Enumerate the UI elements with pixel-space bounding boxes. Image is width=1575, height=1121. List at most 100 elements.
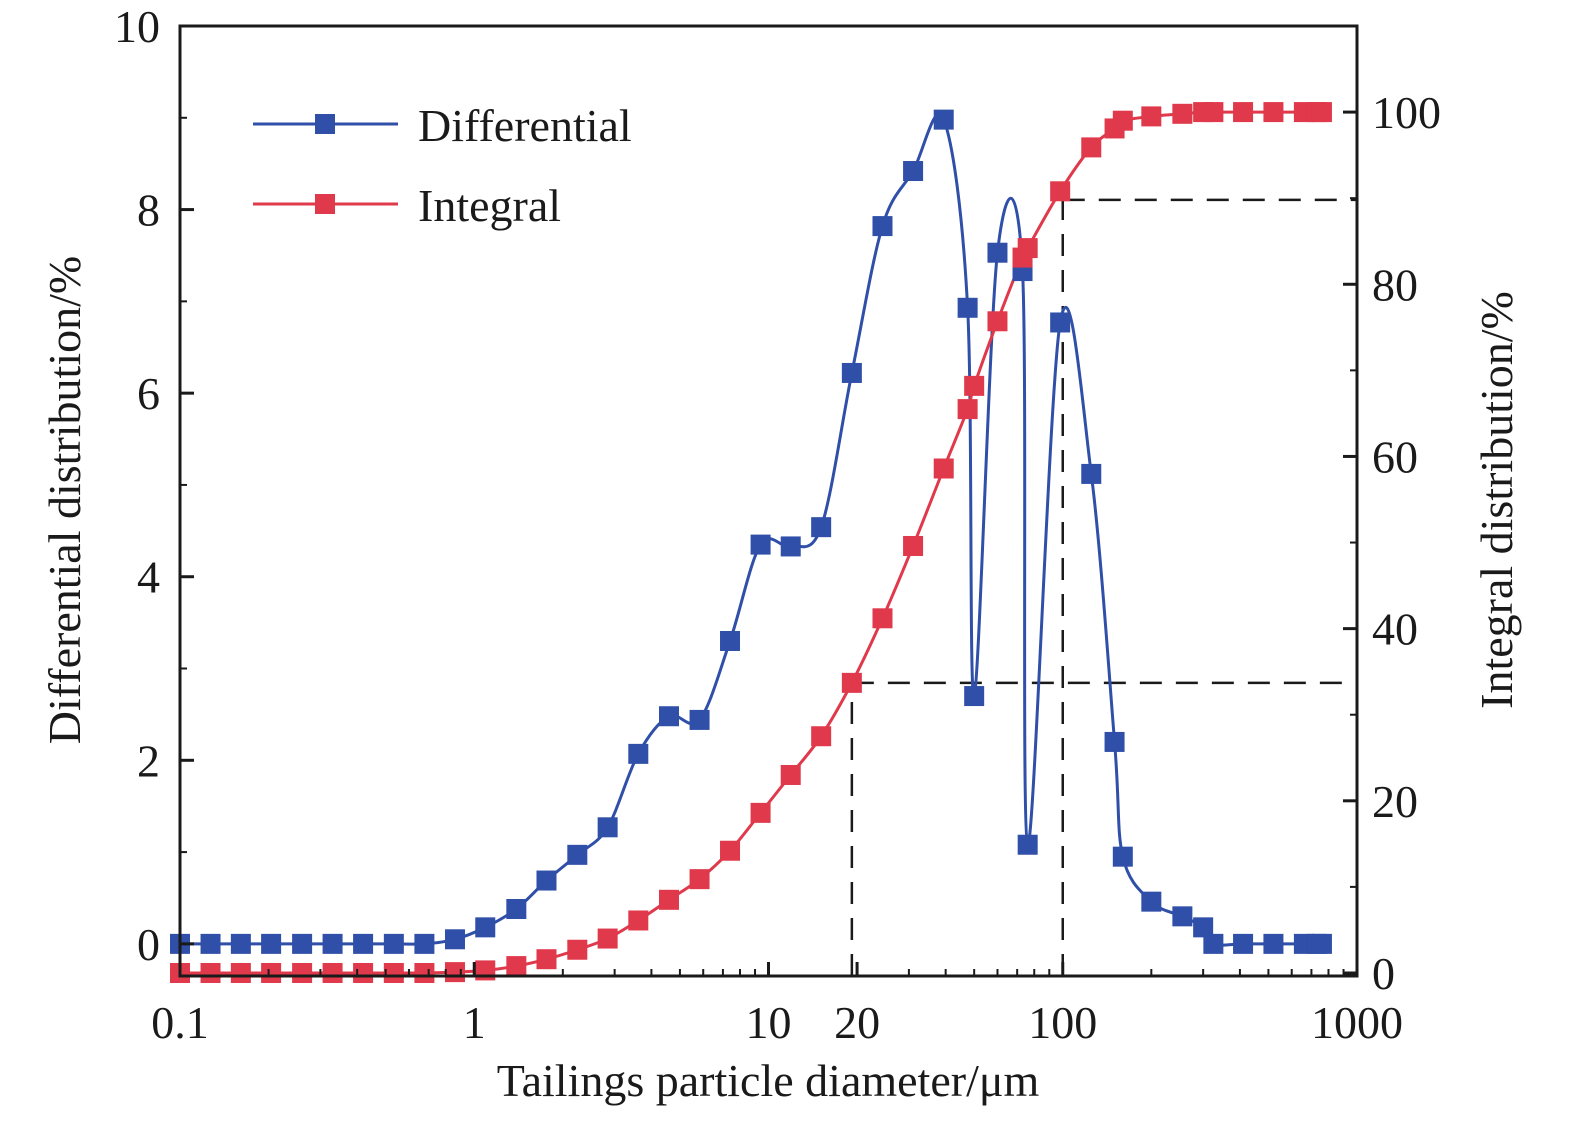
data-point-integral	[780, 764, 801, 785]
left-y-tick-label: 10	[114, 1, 160, 52]
data-point-integral	[1141, 106, 1162, 127]
series-markers	[170, 102, 1332, 983]
data-point-integral	[987, 311, 1008, 332]
left-y-tick-label: 0	[137, 919, 160, 970]
data-point-integral	[933, 458, 954, 479]
data-point-differential	[414, 933, 435, 954]
plot-frame	[178, 24, 1359, 978]
data-point-integral	[353, 962, 374, 983]
data-point-differential	[872, 216, 893, 237]
data-point-differential	[506, 899, 527, 919]
data-point-differential	[444, 929, 465, 950]
data-point-integral	[903, 535, 924, 556]
data-point-integral	[964, 375, 985, 396]
data-point-differential	[780, 536, 801, 557]
x-tick-label: 0.1	[151, 997, 209, 1048]
data-point-integral	[1311, 102, 1332, 123]
data-point-integral	[230, 962, 251, 983]
data-point-differential	[1141, 891, 1162, 912]
left-y-tick-label: 8	[137, 185, 160, 236]
data-point-differential	[841, 362, 862, 383]
data-point-differential	[964, 686, 985, 707]
data-point-differential	[933, 109, 954, 130]
data-point-integral	[383, 962, 404, 983]
left-y-tick-label: 4	[137, 552, 160, 603]
left-y-axis-title: Differential distribution/%	[39, 256, 90, 744]
left-y-tick-label: 2	[137, 735, 160, 786]
data-point-differential	[987, 242, 1008, 263]
data-point-integral	[750, 802, 771, 823]
data-point-differential	[322, 933, 343, 954]
data-point-integral	[1081, 137, 1102, 158]
data-point-integral	[658, 889, 679, 910]
right-y-tick-label: 0	[1372, 948, 1395, 999]
data-point-differential	[536, 870, 557, 891]
x-tick-label: 1	[463, 997, 486, 1048]
data-point-integral	[292, 962, 313, 983]
data-point-differential	[261, 933, 282, 954]
data-point-differential	[1311, 933, 1332, 954]
data-point-differential	[200, 933, 221, 954]
legend-marker-integral	[315, 194, 335, 214]
data-point-integral	[1112, 110, 1133, 131]
left-y-tick-label: 6	[137, 368, 160, 419]
reference-lines	[850, 198, 1357, 976]
data-point-integral	[720, 840, 741, 861]
data-point-differential	[1081, 463, 1102, 484]
x-tick-label: 100	[1028, 997, 1097, 1048]
data-point-differential	[957, 297, 978, 318]
data-point-differential	[292, 933, 313, 954]
data-point-differential	[1233, 933, 1254, 954]
data-point-differential	[811, 517, 832, 538]
data-point-differential	[383, 933, 404, 954]
data-point-differential	[1112, 846, 1133, 867]
data-point-differential	[1193, 917, 1214, 938]
data-point-integral	[1203, 102, 1224, 123]
data-point-integral	[597, 928, 618, 949]
data-point-integral	[811, 726, 832, 747]
data-point-differential	[720, 630, 741, 651]
data-point-differential	[1203, 933, 1224, 954]
x-tick-label: 20	[834, 997, 880, 1048]
right-y-axis-title: Integral distribution/%	[1471, 291, 1522, 709]
right-y-tick-label: 100	[1372, 87, 1441, 138]
data-point-integral	[1233, 102, 1254, 123]
data-point-integral	[841, 672, 862, 693]
data-point-differential	[1263, 933, 1284, 954]
data-point-integral	[628, 910, 649, 931]
data-point-integral	[444, 962, 465, 983]
data-point-differential	[1017, 834, 1038, 855]
right-y-tick-label: 60	[1372, 431, 1418, 482]
data-point-differential	[903, 161, 924, 182]
data-point-integral	[322, 962, 343, 983]
data-point-differential	[597, 817, 618, 838]
data-point-differential	[353, 933, 374, 954]
data-point-differential	[1050, 312, 1071, 333]
right-y-tick-label: 40	[1372, 604, 1418, 655]
data-point-integral	[506, 956, 527, 977]
data-point-integral	[1050, 181, 1071, 202]
legend: Differential Integral	[253, 100, 632, 231]
data-point-integral	[1172, 103, 1193, 124]
data-point-integral	[1017, 238, 1038, 259]
data-point-integral	[536, 949, 557, 970]
data-point-integral	[1263, 102, 1284, 123]
legend-label-differential: Differential	[418, 100, 632, 151]
x-tick-label: 1000	[1311, 997, 1403, 1048]
data-point-differential	[475, 917, 496, 938]
data-point-integral	[567, 939, 588, 960]
data-point-differential	[658, 706, 679, 727]
data-point-differential	[230, 933, 251, 954]
data-point-differential	[689, 709, 710, 730]
data-point-differential	[1172, 906, 1193, 927]
data-point-integral	[200, 962, 221, 983]
legend-marker-differential	[315, 114, 335, 134]
data-point-integral	[689, 869, 710, 890]
data-point-integral	[414, 962, 435, 983]
data-point-integral	[957, 399, 978, 420]
right-y-tick-label: 80	[1372, 259, 1418, 310]
right-y-tick-label: 20	[1372, 776, 1418, 827]
legend-label-integral: Integral	[418, 180, 561, 231]
